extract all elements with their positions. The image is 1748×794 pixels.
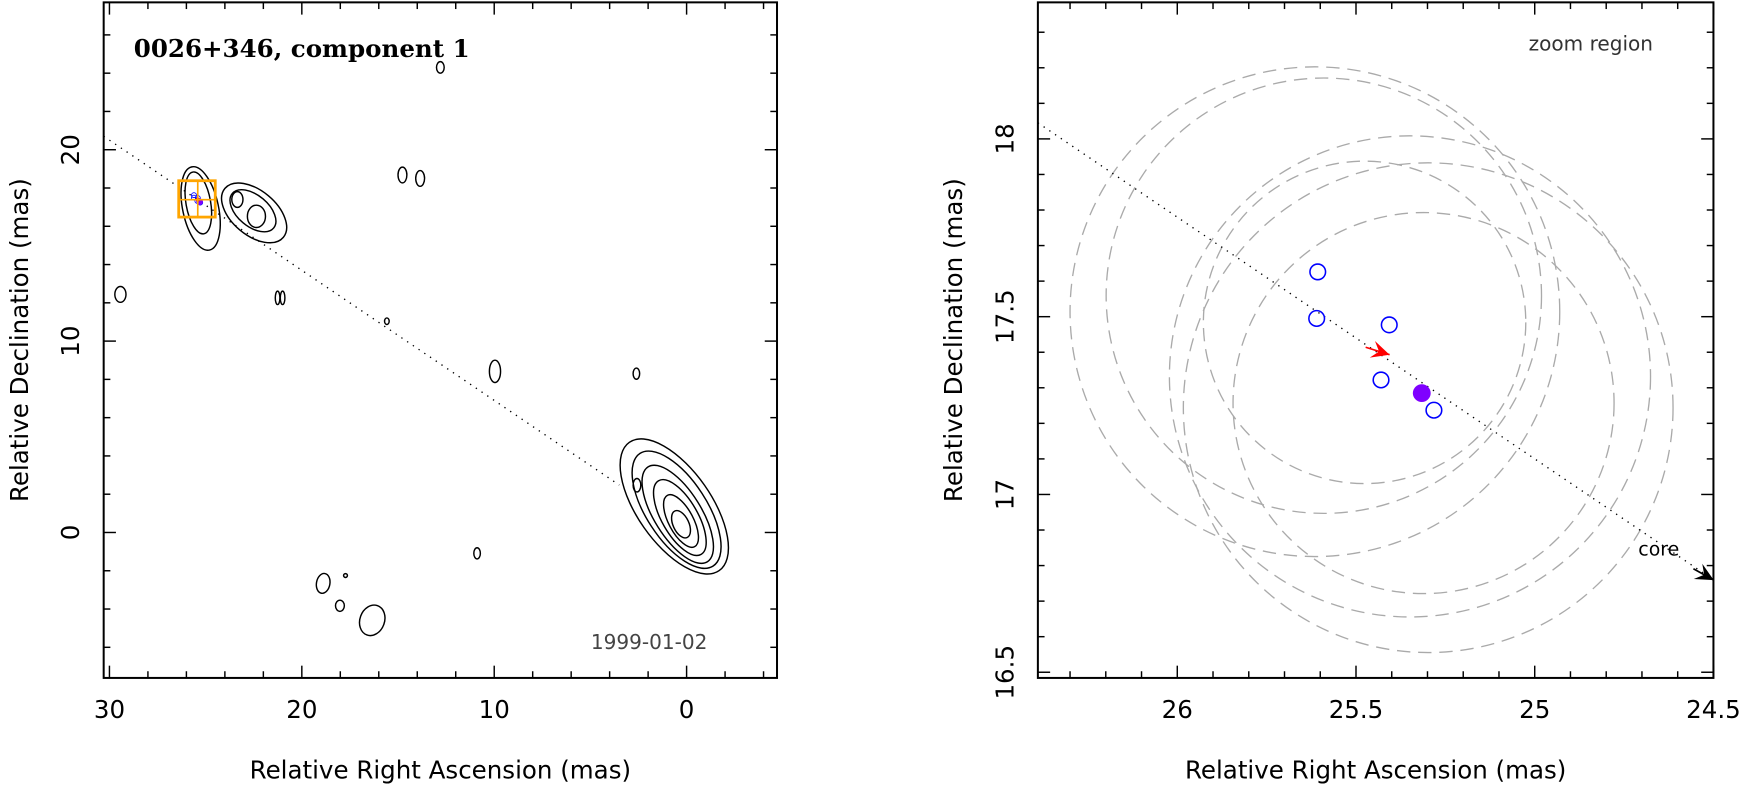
contour-line: [334, 599, 346, 613]
component-position-marker: [191, 192, 197, 199]
x-tick-label: 26: [1162, 695, 1193, 724]
contour-line: [180, 165, 221, 251]
plot-frame: [102, 1, 779, 679]
error-circle: [1069, 66, 1561, 558]
contour-line: [114, 285, 127, 304]
contour-line: [279, 290, 286, 306]
x-axis-label: Relative Right Ascension (mas): [1185, 755, 1566, 784]
component-position-point: [1309, 263, 1327, 281]
jet-axis-line: [1037, 122, 1714, 581]
error-circle: [1202, 160, 1527, 485]
plot-frame: [1036, 1, 1715, 679]
y-tick-label: 16.5: [990, 645, 1019, 700]
error-circle: [1232, 211, 1615, 595]
contour-line: [473, 547, 482, 560]
y-tick-label: 17: [990, 479, 1019, 510]
y-axis-label: Relative Declination (mas): [5, 178, 34, 502]
contour-line: [619, 438, 730, 575]
error-circle: [1182, 162, 1674, 654]
x-tick-label: 25.5: [1329, 695, 1384, 724]
contour-line: [488, 359, 502, 384]
component-position-point: [1425, 401, 1443, 419]
contour-line: [342, 572, 349, 579]
x-tick-label: 0: [679, 695, 695, 724]
contour-line: [220, 182, 288, 244]
contour-line: [274, 290, 281, 306]
x-axis-label: Relative Right Ascension (mas): [250, 755, 631, 784]
left-panel-contour-map: 30 20 10 0 20 10 0 Relative Right Ascension (ma…: [5, 1, 779, 784]
contour-line: [641, 464, 715, 565]
x-tick-label: 20: [286, 695, 317, 724]
contour-line: [358, 604, 386, 637]
jet-axis-line: [103, 135, 620, 486]
y-tick-label: 20: [56, 134, 85, 165]
contour-line: [184, 171, 213, 235]
contour-line: [414, 169, 426, 188]
plot-area: [103, 60, 730, 637]
contour-line: [383, 317, 390, 326]
contour-line: [631, 450, 722, 570]
x-tick-label: 25: [1519, 695, 1550, 724]
component-position-point: [1308, 309, 1326, 328]
y-tick-label: 17.5: [990, 289, 1019, 344]
contour-line: [315, 572, 331, 595]
core-label: core: [1638, 538, 1679, 560]
contour-line: [670, 509, 692, 539]
y-tick-label: 10: [56, 326, 85, 357]
epoch-date: 1999-01-02: [591, 630, 708, 654]
x-tick-label: 24.5: [1686, 695, 1741, 724]
contour-line: [397, 166, 408, 184]
component-position-point: [1380, 316, 1398, 334]
x-tick-label: 10: [479, 695, 510, 724]
plot-title: 0026+346, component 1: [134, 34, 470, 63]
y-axis-label: Relative Declination (mas): [939, 178, 968, 502]
plot-area: [1037, 66, 1714, 654]
contour-line: [632, 477, 642, 493]
contour-line: [229, 189, 277, 233]
contour-line: [246, 204, 267, 229]
error-circle: [1105, 77, 1543, 515]
component-position-point: [1372, 371, 1390, 389]
contour-line: [231, 190, 244, 209]
error-circle: [1168, 135, 1652, 618]
core-arrow-head: [1693, 563, 1714, 581]
y-tick-label: 0: [56, 525, 85, 541]
y-tick-label: 18: [990, 123, 1019, 154]
right-panel-zoom-region: 26 25.5 25 24.5 18 17.5 17 16.5 Relative Right A…: [939, 1, 1741, 784]
contour-line: [435, 60, 445, 74]
contour-line: [632, 367, 641, 380]
contour-line: [662, 493, 700, 549]
motion-arrow-head: [1369, 341, 1390, 358]
component-filled-point: [1412, 384, 1431, 403]
contour-line: [652, 478, 707, 557]
zoom-region-label: zoom region: [1529, 31, 1653, 55]
x-tick-label: 30: [94, 695, 125, 724]
